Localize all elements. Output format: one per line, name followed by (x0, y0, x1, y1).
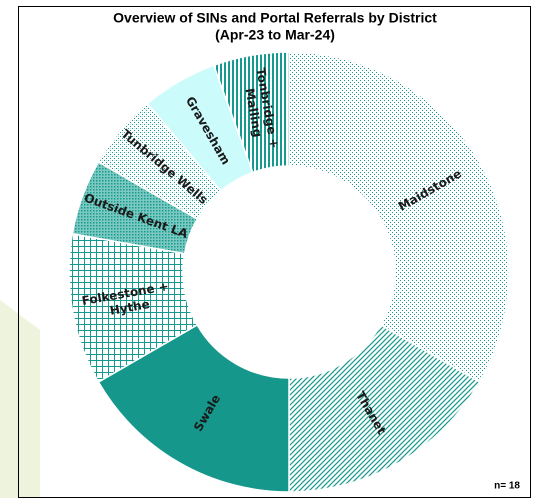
donut-slice (288, 51, 510, 384)
note: n= 18 (494, 481, 520, 492)
chart-title: Overview of SINs and Portal Referrals by… (113, 10, 437, 26)
background-shape (0, 300, 40, 498)
donut-slice (288, 323, 481, 493)
donut-slice (97, 323, 290, 493)
chart-subtitle: (Apr-23 to Mar-24) (215, 27, 335, 43)
donut-slice (212, 51, 290, 174)
